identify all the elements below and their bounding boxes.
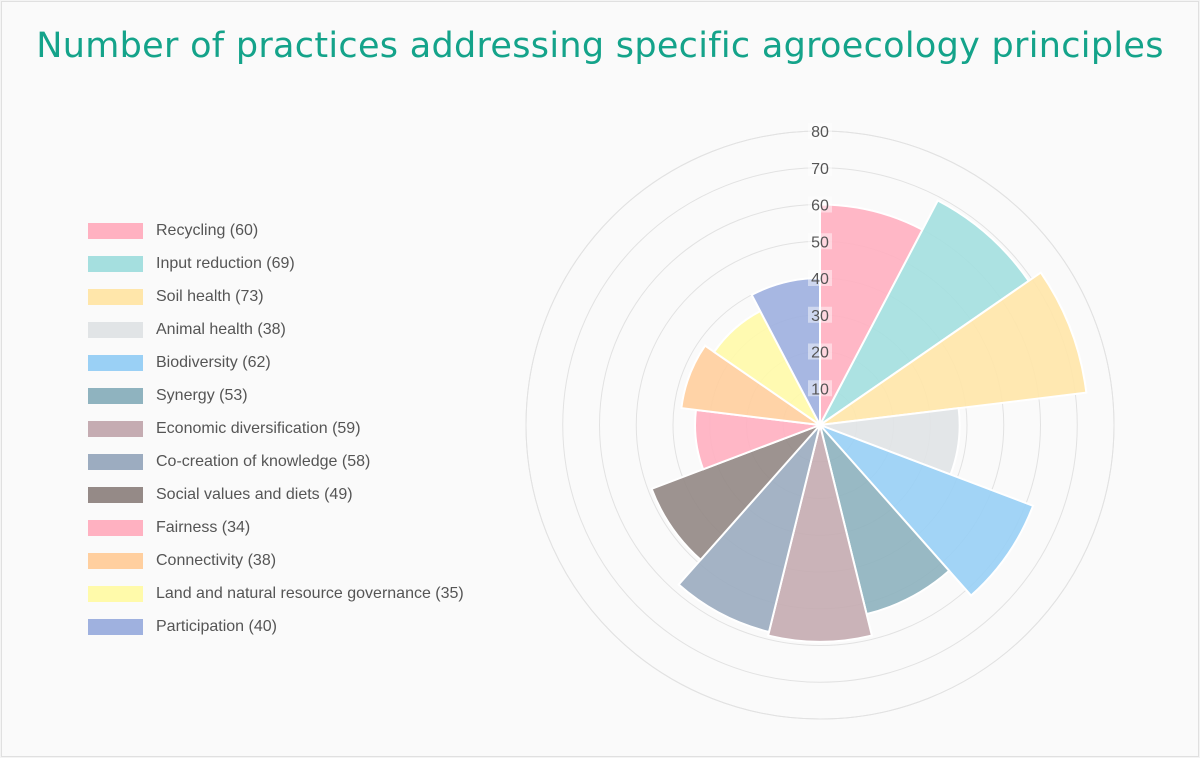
grid-ring: [562, 167, 1078, 683]
sector-economic-diversification[interactable]: [766, 424, 874, 643]
sector-social-values-and-diets[interactable]: [650, 424, 821, 562]
legend-label: Co-creation of knowledge (58): [156, 452, 371, 470]
legend-label: Recycling (60): [156, 221, 259, 239]
tick-label-backdrop: [808, 306, 832, 323]
legend-swatch: [88, 288, 143, 305]
r-tick-label: 80: [811, 124, 829, 141]
grid-ring: [525, 130, 1115, 720]
legend-label: Land and natural resource governance (35…: [156, 584, 464, 602]
legend-item[interactable]: Input reduction (69): [88, 247, 464, 280]
legend-item[interactable]: Animal health (38): [88, 313, 464, 346]
r-tick-label: 50: [811, 234, 829, 251]
r-tick-label: 30: [811, 308, 829, 325]
legend-swatch: [88, 387, 143, 404]
tick-label-backdrop: [808, 380, 832, 397]
legend-item[interactable]: Land and natural resource governance (35…: [88, 577, 464, 610]
legend: Recycling (60) Input reduction (69) Soil h…: [88, 214, 464, 643]
tick-label-backdrop: [808, 233, 832, 250]
legend-label: Synergy (53): [156, 386, 248, 404]
tick-label-backdrop: [808, 270, 832, 286]
legend-swatch: [88, 585, 143, 602]
sector-connectivity[interactable]: [680, 344, 821, 426]
legend-swatch: [88, 222, 143, 239]
legend-item[interactable]: Social values and diets (49): [88, 478, 464, 511]
legend-label: Animal health (38): [156, 320, 286, 338]
legend-item[interactable]: Participation (40): [88, 610, 464, 643]
legend-item[interactable]: Co-creation of knowledge (58): [88, 445, 464, 478]
legend-swatch: [88, 321, 143, 338]
legend-item[interactable]: Economic diversification (59): [88, 412, 464, 445]
legend-swatch: [88, 486, 143, 503]
tick-label-backdrop: [808, 343, 832, 360]
tick-label-backdrop: [808, 159, 832, 176]
legend-label: Soil health (73): [156, 287, 264, 305]
legend-item[interactable]: Recycling (60): [88, 214, 464, 247]
legend-swatch: [88, 255, 143, 272]
r-tick-label: 20: [811, 345, 829, 362]
legend-label: Social values and diets (49): [156, 485, 353, 503]
r-tick-label: 40: [811, 271, 829, 288]
sector-co-creation-of-knowledge[interactable]: [677, 424, 821, 634]
legend-swatch: [88, 519, 143, 536]
legend-item[interactable]: Biodiversity (62): [88, 346, 464, 379]
legend-swatch: [88, 453, 143, 470]
legend-item[interactable]: Connectivity (38): [88, 544, 464, 577]
legend-label: Economic diversification (59): [156, 419, 361, 437]
legend-item[interactable]: Synergy (53): [88, 379, 464, 412]
sector-input-reduction[interactable]: [819, 199, 1031, 426]
r-tick-label: 70: [811, 161, 829, 178]
legend-label: Fairness (34): [156, 518, 251, 536]
tick-label-backdrop: [808, 196, 832, 213]
sector-synergy[interactable]: [819, 424, 951, 616]
legend-label: Connectivity (38): [156, 551, 277, 569]
legend-label: Participation (40): [156, 617, 277, 635]
legend-label: Input reduction (69): [156, 254, 295, 272]
legend-item[interactable]: Fairness (34): [88, 511, 464, 544]
legend-swatch: [88, 552, 143, 569]
r-tick-label: 60: [811, 198, 829, 215]
legend-swatch: [88, 354, 143, 371]
sector-soil-health[interactable]: [819, 271, 1088, 426]
sector-recycling[interactable]: [819, 203, 924, 426]
legend-label: Biodiversity (62): [156, 353, 271, 371]
legend-swatch: [88, 618, 143, 635]
legend-item[interactable]: Soil health (73): [88, 280, 464, 313]
legend-swatch: [88, 420, 143, 437]
sector-participation[interactable]: [750, 276, 821, 426]
tick-label-backdrop: [808, 123, 832, 139]
chart-title: Number of practices addressing specific …: [36, 26, 1164, 66]
r-tick-label: 10: [811, 381, 829, 398]
sector-biodiversity[interactable]: [819, 424, 1035, 597]
